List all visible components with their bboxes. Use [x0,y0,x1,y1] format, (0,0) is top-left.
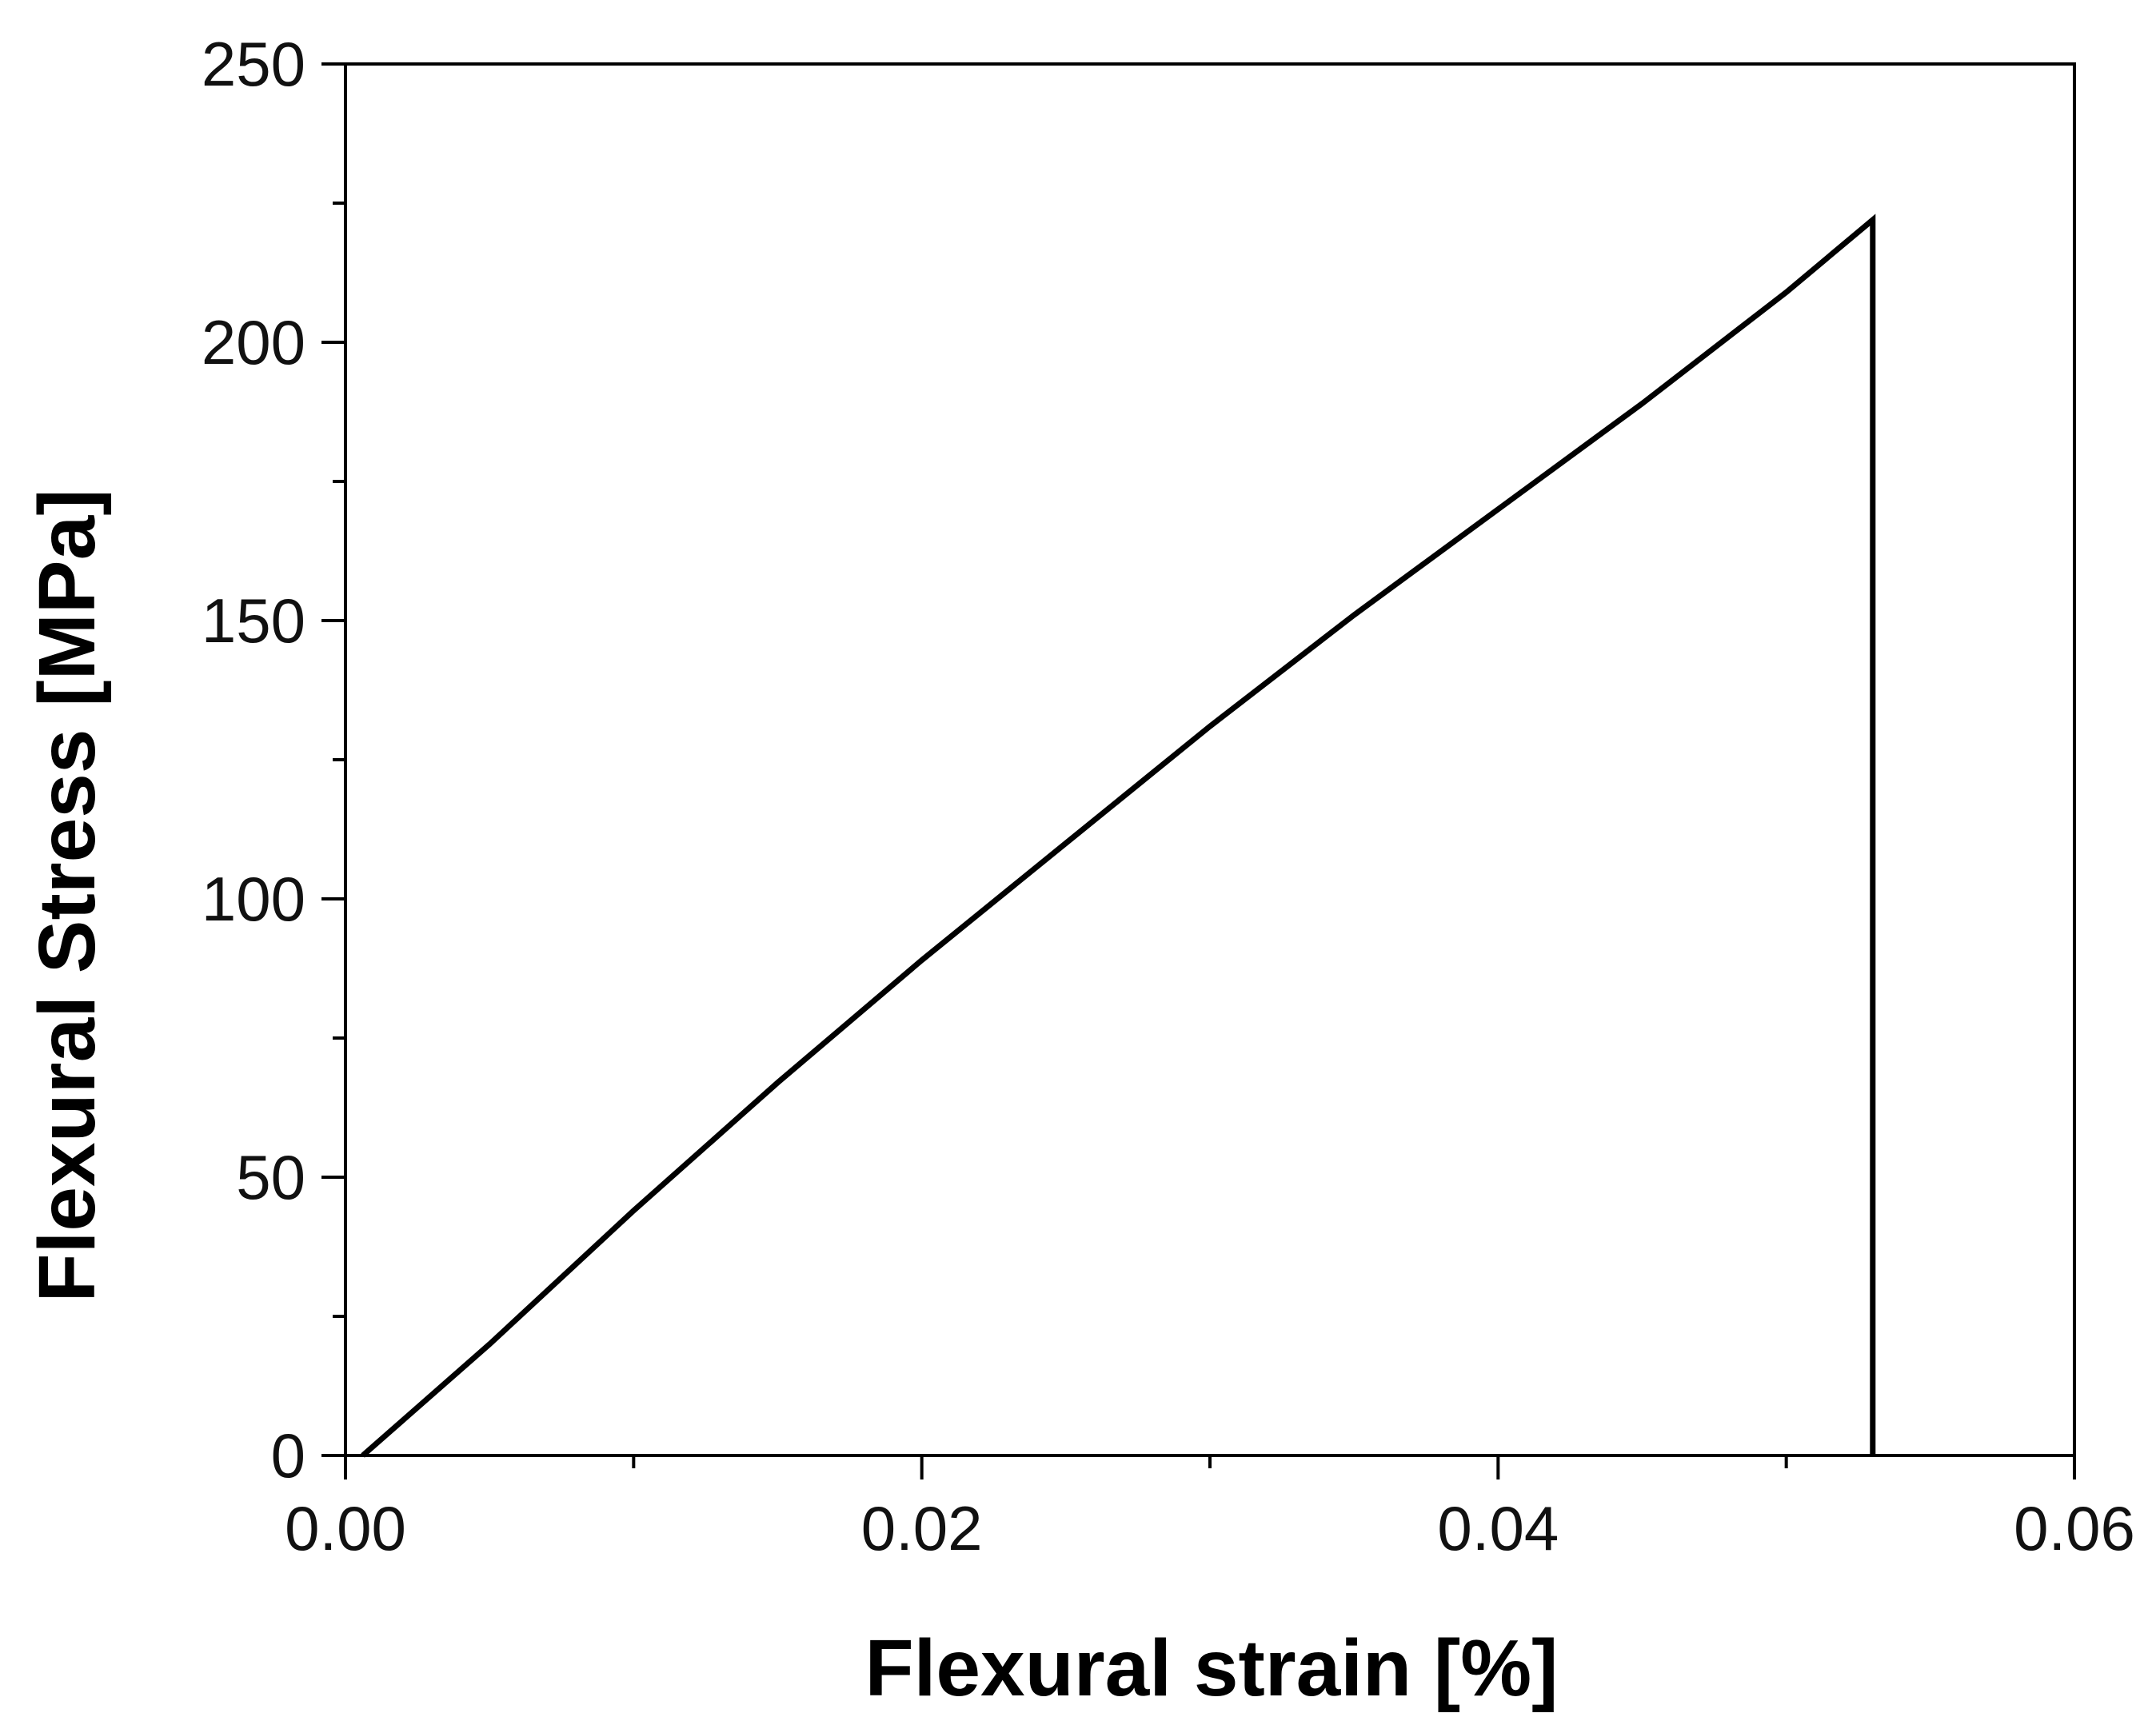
y-tick-label: 250 [202,29,305,99]
plot-frame [344,62,2076,1457]
y-tick-label: 150 [202,585,305,656]
x-tick-label: 0.06 [2014,1493,2135,1563]
y-axis-title: Flexural Stress [MPa] [22,489,112,1302]
x-tick-label: 0.04 [1437,1493,1559,1563]
y-tick-label: 0 [271,1420,305,1491]
y-tick-label: 200 [202,307,305,377]
stress-strain-series-line [361,214,1876,1458]
y-tick-label: 100 [202,864,305,934]
x-tick-label: 0.02 [861,1493,983,1563]
y-tick-label: 50 [236,1142,305,1212]
x-tick-label: 0.00 [285,1493,406,1563]
x-axis-title: Flexural strain [%] [865,1623,1559,1713]
